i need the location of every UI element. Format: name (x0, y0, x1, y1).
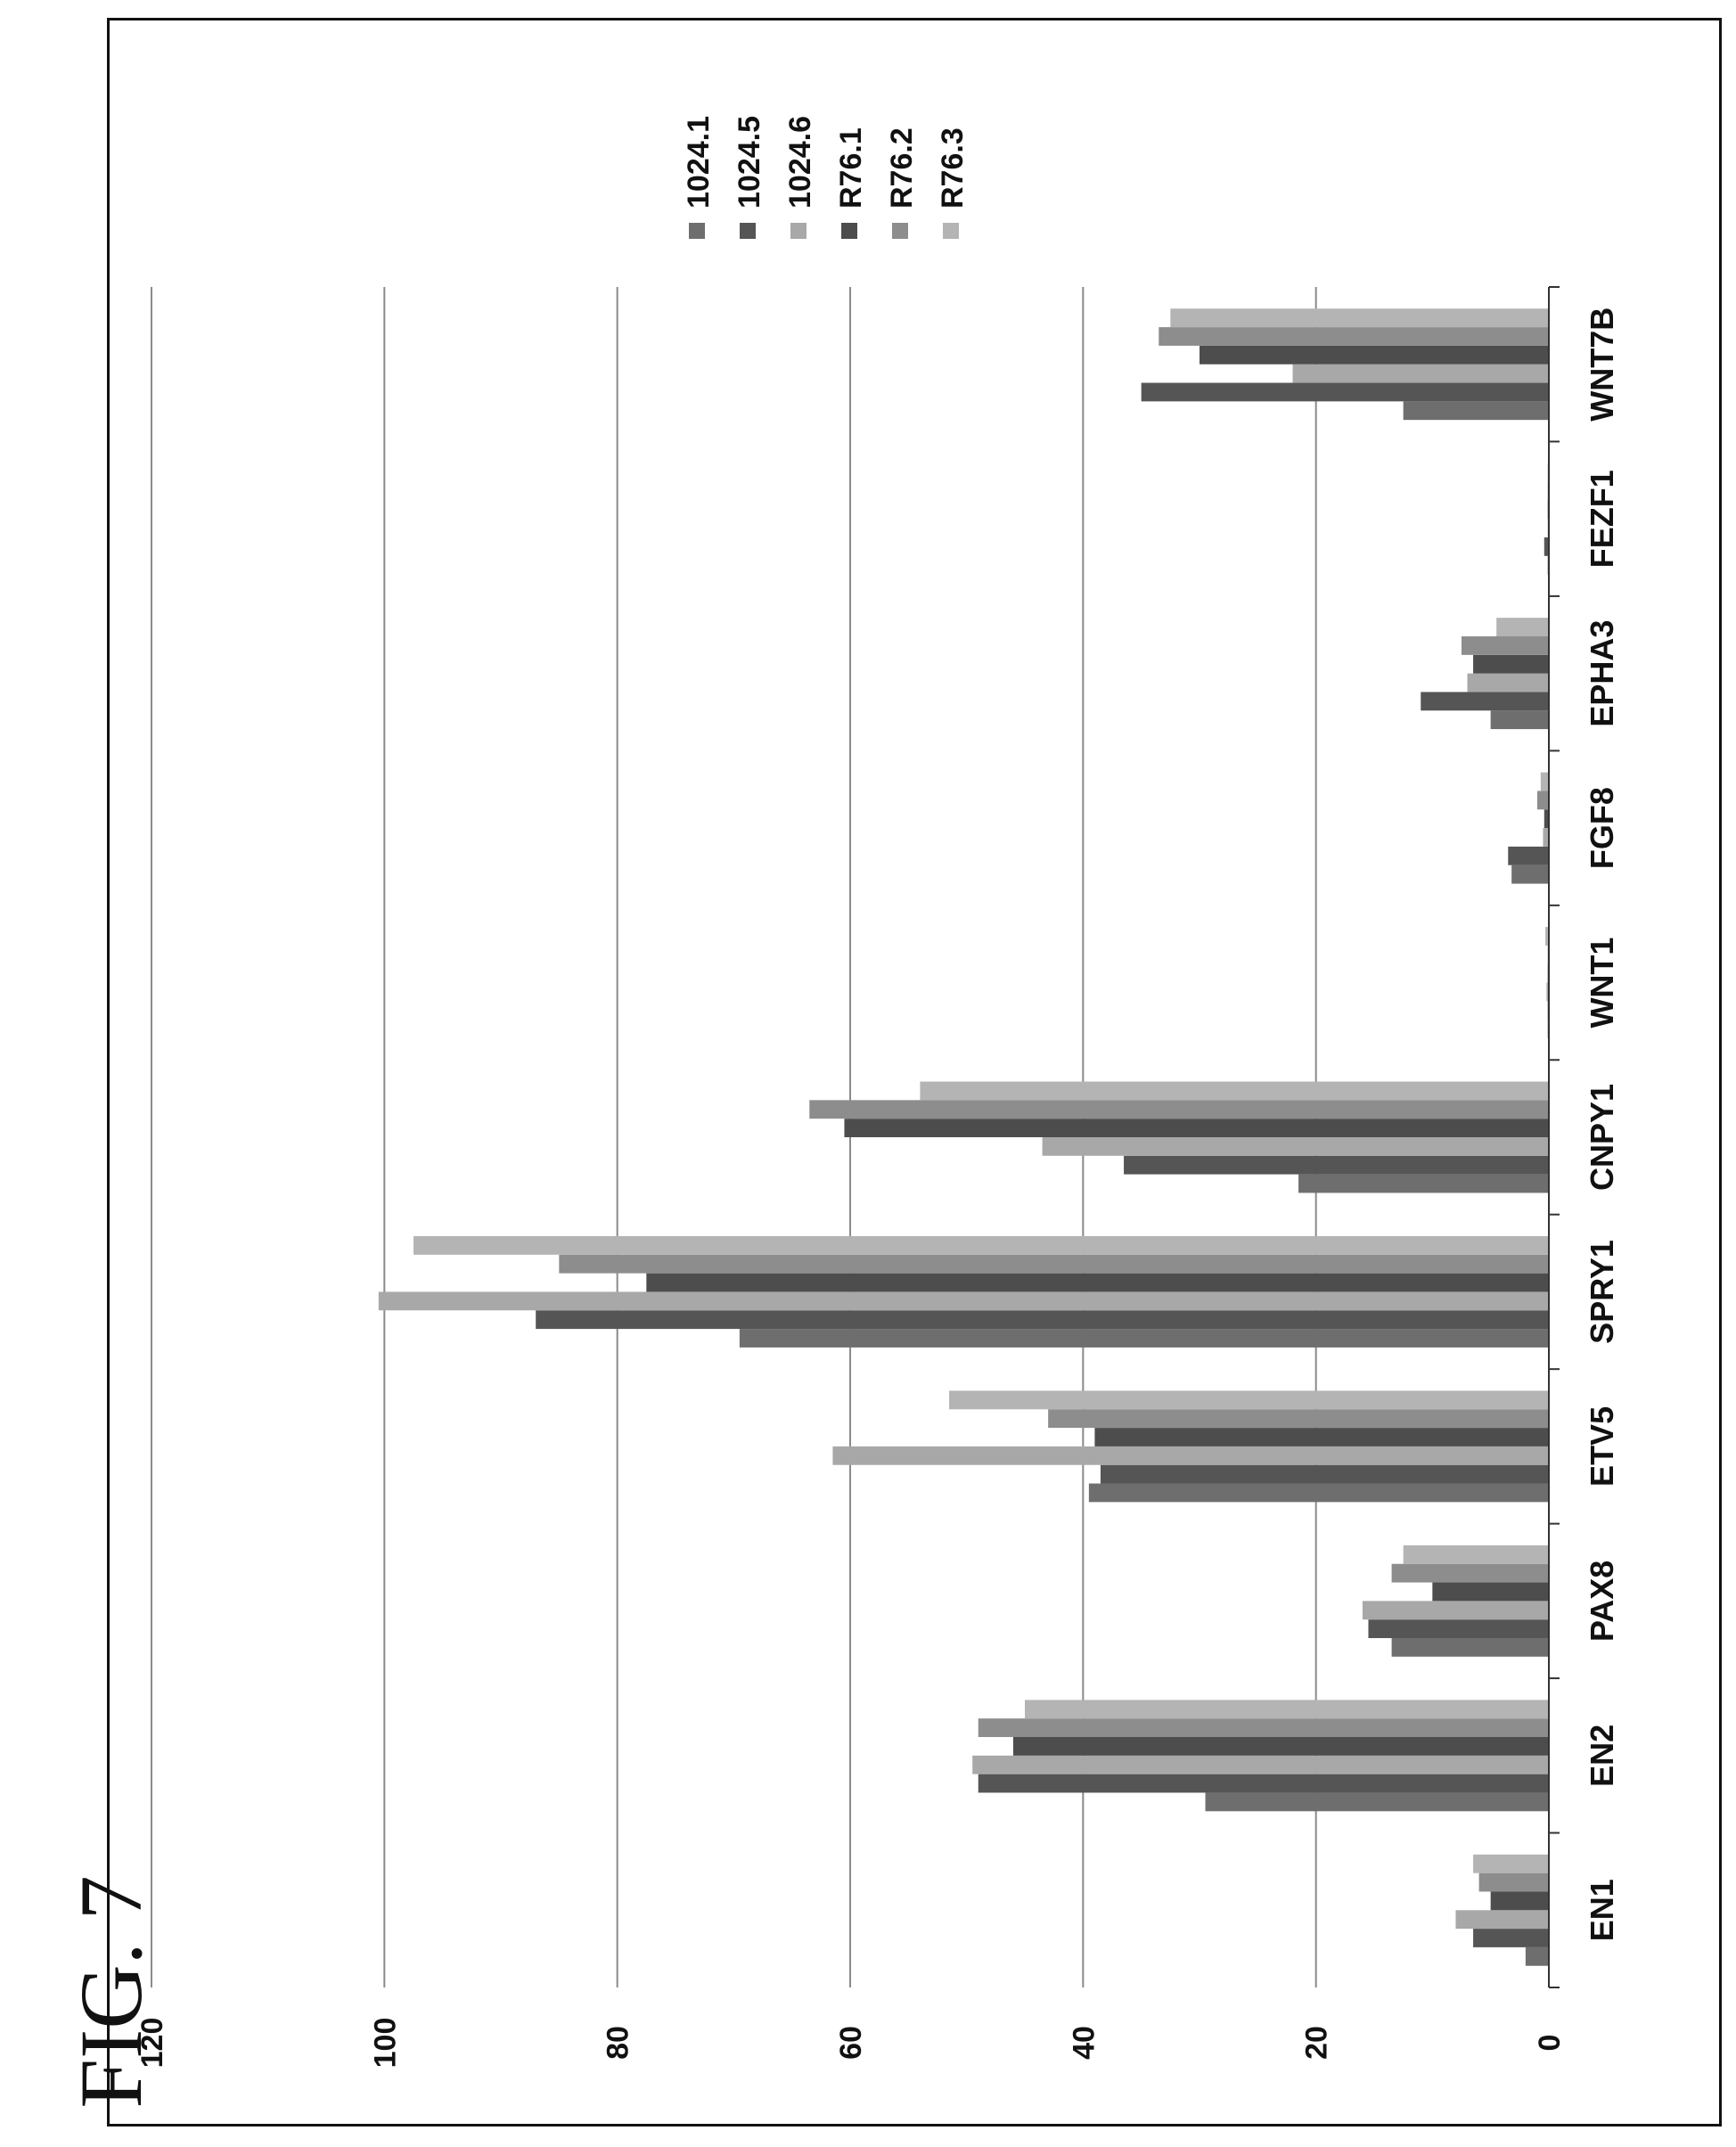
bar (1025, 1700, 1549, 1719)
legend-entry: 1024.5 (733, 116, 766, 209)
category-label: WNT1 (1584, 938, 1620, 1028)
bar (536, 1310, 1550, 1330)
bar (1362, 1601, 1549, 1620)
legend-entry: 1024.6 (783, 116, 817, 209)
legend-swatch (943, 223, 959, 239)
bar (1455, 1910, 1549, 1930)
bar (1088, 1483, 1549, 1503)
bar (844, 1119, 1549, 1137)
bar (1403, 401, 1549, 421)
category-label: CNPY1 (1584, 1084, 1620, 1191)
bar (1100, 1464, 1549, 1484)
bar (378, 1291, 1549, 1311)
legend-entry: 1024.1 (682, 116, 716, 209)
category-label: PAX8 (1584, 1561, 1620, 1642)
bar (1511, 865, 1549, 884)
bar (1473, 1929, 1549, 1947)
bar (920, 1081, 1549, 1101)
bar (1508, 846, 1549, 865)
y-tick-label: 120 (135, 2018, 169, 2069)
bar (1170, 308, 1549, 328)
legend-swatch (740, 223, 756, 239)
bar (1462, 636, 1549, 655)
bar (1368, 1619, 1549, 1638)
bar (1478, 1872, 1549, 1892)
bar (1525, 1946, 1549, 1966)
bar (1292, 364, 1549, 383)
bar (1205, 1792, 1549, 1812)
category-label: ETV5 (1584, 1406, 1620, 1487)
bar (1298, 1174, 1549, 1193)
bar (1490, 710, 1549, 730)
bar (1496, 618, 1549, 637)
bar (1540, 772, 1549, 791)
y-tick-label: 20 (1300, 2026, 1334, 2060)
legend-entry: R76.3 (936, 127, 970, 209)
bar (1546, 982, 1549, 1002)
legend: 1024.1 1024.5 1024.6 R76.1 R76.2 R76.3 (682, 116, 970, 239)
axes (1548, 286, 1560, 1988)
bar (559, 1254, 1550, 1274)
y-tick-label: 40 (1067, 2026, 1101, 2060)
bar (739, 1329, 1549, 1348)
bars (378, 308, 1550, 1966)
bar (1543, 828, 1549, 847)
figure-frame (107, 18, 1722, 2127)
legend-entry: R76.1 (834, 127, 868, 209)
bar (1473, 654, 1549, 674)
bar (1094, 1428, 1549, 1446)
bar (1012, 1737, 1549, 1756)
bar (972, 1755, 1549, 1774)
bar (1432, 1582, 1549, 1602)
category-label: EN1 (1584, 1879, 1620, 1941)
bar (1421, 692, 1549, 711)
bar (1391, 1637, 1549, 1657)
category-label: EN2 (1584, 1725, 1620, 1787)
bar (414, 1236, 1549, 1255)
bar (1200, 345, 1549, 365)
bar (1544, 809, 1549, 829)
bar (1159, 327, 1549, 346)
bar (1545, 927, 1549, 946)
bar (978, 1774, 1549, 1793)
tick-labels: 0 20 40 60 80 100 120 EN1 EN2 PAX8 ETV5 SPRY1 CNPY1 W… (135, 307, 1620, 2069)
bar (1403, 1545, 1549, 1564)
bar (809, 1100, 1549, 1119)
bar (832, 1446, 1549, 1465)
y-tick-label: 80 (602, 2026, 635, 2060)
category-label: SPRY1 (1584, 1240, 1620, 1344)
bar (1391, 1563, 1549, 1583)
bar (1473, 1854, 1549, 1873)
category-label: WNT7B (1584, 307, 1620, 422)
bar (1124, 1155, 1549, 1175)
category-label: EPHA3 (1584, 620, 1620, 727)
category-label: FEZF1 (1584, 470, 1620, 568)
bar (646, 1273, 1549, 1292)
bar (1042, 1137, 1549, 1156)
bar (949, 1390, 1549, 1410)
bar (1048, 1409, 1549, 1429)
bar (1536, 791, 1549, 810)
bar (1490, 1891, 1549, 1911)
legend-swatch (892, 223, 908, 239)
bar (978, 1718, 1549, 1738)
y-tick-label: 0 (1533, 2035, 1567, 2052)
category-label: FGF8 (1584, 787, 1620, 869)
legend-swatch (689, 223, 705, 239)
legend-entry: R76.2 (885, 127, 919, 209)
y-tick-label: 60 (834, 2026, 868, 2060)
y-tick-label: 100 (368, 2018, 402, 2069)
bar (1544, 537, 1549, 556)
bar (1467, 673, 1549, 692)
legend-swatch (790, 223, 807, 239)
bar (1141, 382, 1549, 402)
legend-swatch (841, 223, 857, 239)
